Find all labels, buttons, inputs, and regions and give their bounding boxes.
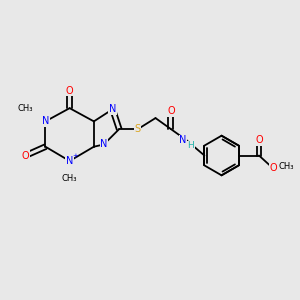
Text: +: +: [72, 152, 78, 158]
Text: H: H: [188, 141, 194, 150]
Text: CH₃: CH₃: [62, 174, 77, 183]
Text: N: N: [42, 116, 49, 126]
Text: N: N: [109, 104, 116, 114]
Text: CH₃: CH₃: [18, 104, 33, 113]
Text: O: O: [269, 163, 277, 172]
Text: O: O: [66, 85, 74, 96]
Text: N: N: [66, 156, 73, 166]
Text: S: S: [135, 124, 141, 134]
Text: N: N: [100, 140, 107, 149]
Text: O: O: [22, 151, 29, 160]
Text: N: N: [179, 135, 187, 145]
Text: CH₃: CH₃: [279, 162, 294, 171]
Text: O: O: [167, 106, 175, 116]
Text: O: O: [255, 135, 263, 145]
